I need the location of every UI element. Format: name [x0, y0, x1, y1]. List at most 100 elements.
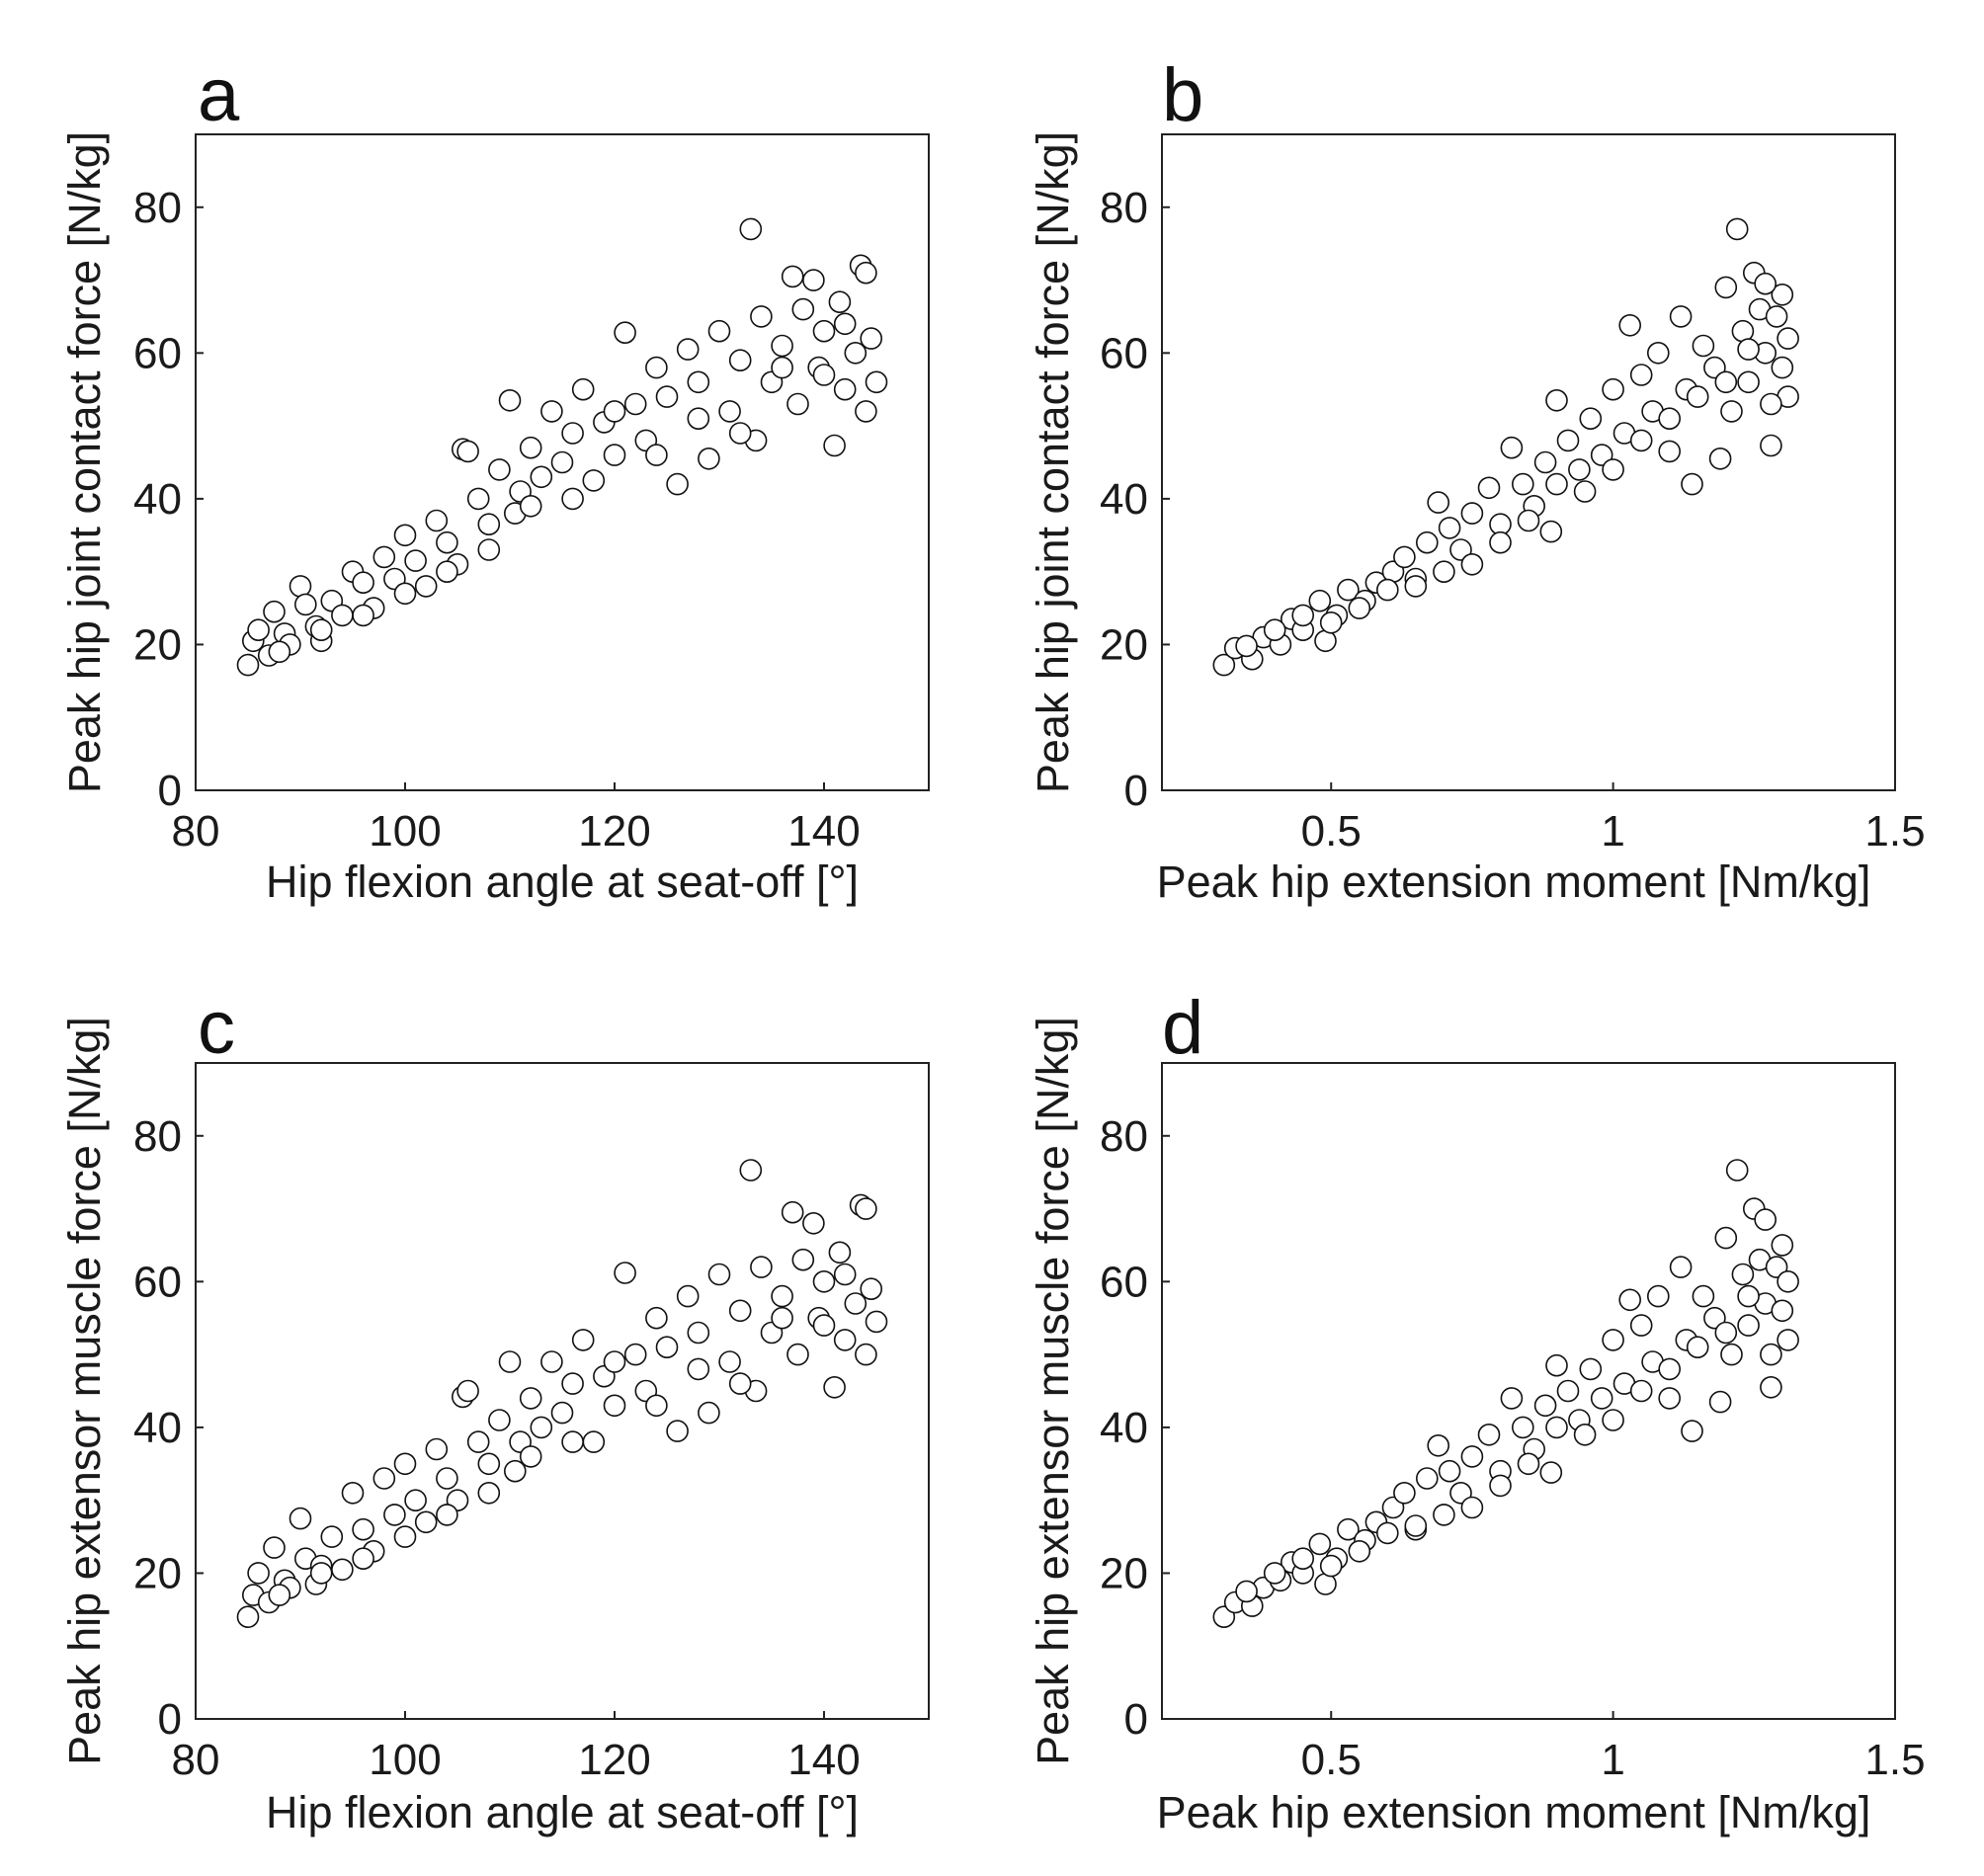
y-tick-label-b-4: 80 [1100, 184, 1148, 232]
data-point-d-42 [1681, 1420, 1703, 1442]
data-point-a-19 [404, 549, 427, 572]
data-point-a-58 [781, 265, 804, 288]
data-point-d-31 [1579, 1357, 1603, 1381]
data-point-c-30 [503, 1459, 527, 1483]
data-point-d-57 [1777, 1270, 1799, 1293]
data-point-c-11 [320, 1525, 344, 1548]
data-point-c-67 [844, 1292, 868, 1315]
data-point-b-45 [1708, 447, 1732, 470]
y-tick-label-d-4: 80 [1100, 1112, 1148, 1161]
data-point-a-75 [771, 356, 793, 379]
data-point-a-85 [352, 604, 374, 627]
data-point-c-41 [614, 1262, 636, 1284]
x-tick-label-c-2: 120 [578, 1736, 650, 1784]
data-point-a-65 [828, 290, 852, 314]
data-point-d-45 [1708, 1390, 1732, 1414]
scatter-points-a [236, 217, 888, 677]
data-point-a-44 [645, 356, 668, 379]
y-axis-title-a: Peak hip joint contact force [N/kg] [59, 131, 110, 793]
data-point-c-0 [236, 1605, 260, 1628]
y-tick-label-b-0: 0 [1124, 767, 1148, 815]
data-point-d-70 [1517, 1452, 1540, 1476]
data-point-d-43 [1692, 1284, 1715, 1308]
data-point-a-34 [540, 400, 563, 423]
plot-frame-d [1161, 1062, 1896, 1720]
y-tick-label-d-0: 0 [1124, 1695, 1148, 1744]
data-point-d-36 [1629, 1314, 1653, 1337]
data-point-d-18 [1438, 1459, 1461, 1483]
data-point-b-16 [1416, 530, 1439, 554]
axis-ticks-a: 80 100 120 140 0 20 40 60 80 [133, 184, 861, 856]
data-point-c-55 [750, 1256, 773, 1278]
data-point-a-63 [812, 319, 836, 343]
data-point-a-40 [603, 444, 626, 466]
plot-frame-a [195, 133, 930, 791]
data-point-d-66 [1629, 1379, 1653, 1403]
data-point-d-72 [1460, 1496, 1484, 1519]
y-tick-label-a-2: 40 [133, 475, 182, 524]
data-point-c-58 [781, 1200, 804, 1224]
data-point-c-16 [372, 1467, 396, 1490]
data-point-a-78 [645, 444, 668, 466]
data-point-a-47 [676, 338, 700, 361]
data-point-c-20 [414, 1510, 438, 1534]
data-point-a-66 [833, 377, 857, 401]
data-point-d-20 [1460, 1445, 1484, 1468]
data-point-a-52 [728, 349, 752, 372]
data-point-a-81 [519, 494, 542, 518]
data-point-d-69 [1545, 1416, 1568, 1439]
data-point-b-60 [1760, 392, 1782, 416]
data-point-d-27 [1539, 1461, 1563, 1484]
y-tick-label-c-4: 80 [133, 1112, 182, 1161]
data-point-c-71 [865, 1310, 888, 1334]
data-point-d-68 [1573, 1424, 1597, 1446]
data-point-d-75 [1376, 1521, 1399, 1545]
data-point-c-12 [331, 1558, 354, 1582]
data-point-a-16 [372, 545, 396, 569]
data-point-a-26 [466, 487, 490, 511]
data-point-d-38 [1647, 1284, 1670, 1308]
panel-letter-c: c [198, 986, 235, 1070]
data-point-c-78 [645, 1394, 668, 1418]
data-point-b-80 [1235, 634, 1258, 658]
data-point-c-38 [582, 1430, 606, 1453]
y-tick-label-d-2: 40 [1100, 1404, 1148, 1452]
panel-letter-a: a [198, 53, 240, 137]
data-point-c-76 [728, 1372, 752, 1395]
y-tick-label-a-1: 20 [133, 620, 182, 669]
scatter-points-d [1212, 1159, 1799, 1628]
y-tick-label-c-0: 0 [158, 1695, 182, 1744]
data-point-b-0 [1212, 653, 1236, 677]
data-point-c-40 [603, 1394, 626, 1418]
panel-letter-d: d [1162, 986, 1203, 1070]
data-point-d-64 [1686, 1336, 1709, 1358]
data-point-c-70 [860, 1277, 883, 1300]
data-point-b-66 [1629, 429, 1653, 452]
data-point-d-32 [1590, 1387, 1613, 1410]
data-point-a-37 [571, 377, 595, 401]
data-point-b-76 [1348, 597, 1371, 619]
panel-a: a 80 100 120 140 0 20 40 60 80 Hip flexion angle… [59, 53, 930, 907]
data-point-d-73 [1433, 1504, 1455, 1526]
data-point-a-8 [293, 593, 317, 616]
data-point-c-7 [289, 1507, 312, 1530]
x-tick-label-c-3: 140 [787, 1736, 860, 1784]
data-point-a-72 [855, 400, 877, 423]
data-point-c-22 [436, 1467, 458, 1490]
data-point-b-63 [1714, 370, 1738, 394]
data-point-c-77 [687, 1357, 710, 1381]
data-point-d-74 [1404, 1514, 1428, 1537]
data-point-a-4 [263, 600, 286, 623]
data-point-a-67 [844, 341, 868, 365]
data-point-c-59 [786, 1343, 809, 1366]
data-point-c-63 [812, 1270, 836, 1293]
x-axis-title-b: Peak hip extension moment [Nm/kg] [1157, 856, 1871, 907]
data-point-a-79 [603, 400, 626, 423]
data-point-d-62 [1737, 1284, 1760, 1308]
data-point-d-48 [1725, 1159, 1749, 1182]
data-point-c-75 [771, 1306, 793, 1330]
data-point-b-77 [1319, 611, 1343, 634]
x-tick-label-d-2: 1.5 [1864, 1736, 1925, 1784]
data-point-c-46 [666, 1420, 689, 1442]
